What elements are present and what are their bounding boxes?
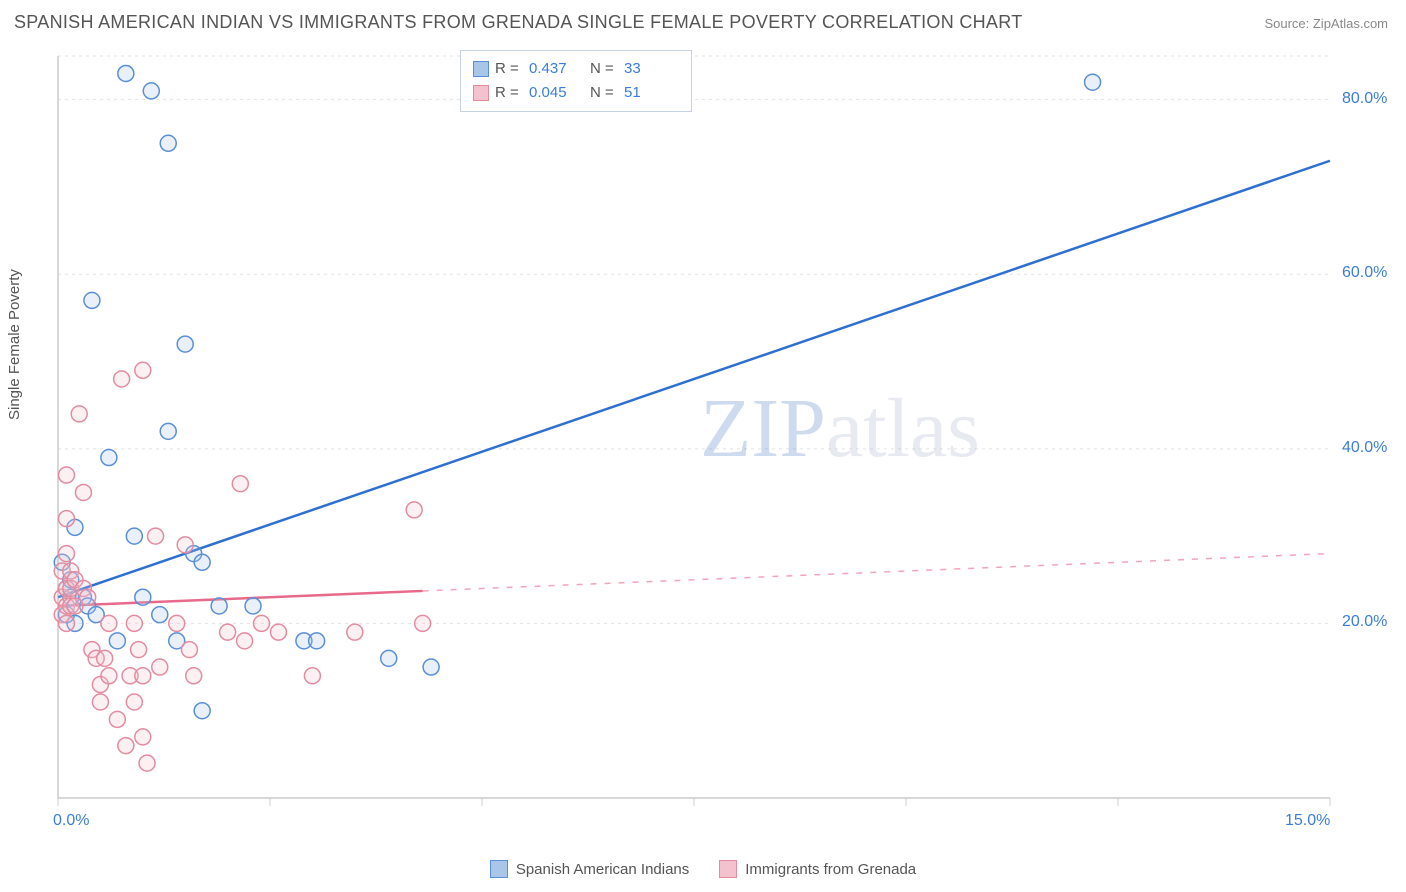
watermark: ZIPatlas	[700, 380, 980, 477]
legend-label: Immigrants from Grenada	[745, 861, 916, 878]
legend-n-value: 33	[624, 57, 679, 81]
legend-r-value: 0.437	[529, 57, 584, 81]
series-legend: Spanish American Indians Immigrants from …	[0, 860, 1406, 878]
legend-n-value: 51	[624, 81, 679, 105]
legend-row: R =0.045N =51	[473, 81, 679, 105]
legend-item: Immigrants from Grenada	[719, 860, 916, 878]
y-tick-label: 40.0%	[1342, 439, 1387, 457]
legend-item: Spanish American Indians	[490, 860, 689, 878]
legend-swatch	[473, 61, 489, 77]
legend-swatch	[490, 860, 508, 878]
chart-title: SPANISH AMERICAN INDIAN VS IMMIGRANTS FR…	[14, 12, 1023, 33]
y-tick-label: 80.0%	[1342, 90, 1387, 108]
watermark-atlas: atlas	[826, 382, 980, 475]
x-tick-label: 15.0%	[1285, 812, 1330, 830]
legend-r-value: 0.045	[529, 81, 584, 105]
watermark-zip: ZIP	[700, 382, 826, 475]
y-tick-label: 60.0%	[1342, 264, 1387, 282]
legend-swatch	[719, 860, 737, 878]
x-tick-label: 0.0%	[53, 812, 89, 830]
legend-r-label: R =	[495, 81, 523, 105]
y-tick-label: 20.0%	[1342, 613, 1387, 631]
legend-swatch	[473, 85, 489, 101]
legend-row: R =0.437N =33	[473, 57, 679, 81]
legend-label: Spanish American Indians	[516, 861, 689, 878]
legend-n-label: N =	[590, 57, 618, 81]
legend-n-label: N =	[590, 81, 618, 105]
legend-r-label: R =	[495, 57, 523, 81]
source-label: Source: ZipAtlas.com	[1264, 16, 1388, 31]
y-axis-label: Single Female Poverty	[6, 269, 23, 420]
correlation-legend: R =0.437N =33R =0.045N =51	[460, 50, 692, 112]
